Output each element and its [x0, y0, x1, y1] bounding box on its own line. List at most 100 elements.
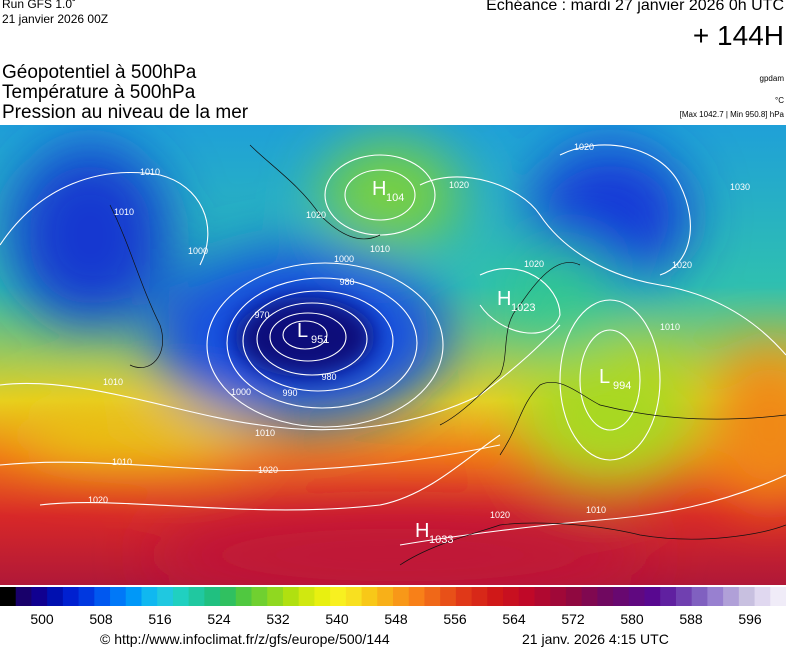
- colorbar-label: 540: [325, 611, 349, 627]
- isobar-label: 1020: [306, 210, 326, 220]
- colorbar-cell: [94, 587, 111, 606]
- center-letter: L: [297, 320, 308, 342]
- colorbar-cell: [691, 587, 708, 606]
- colorbar-cell: [518, 587, 535, 606]
- isobar-label: 1020: [490, 510, 510, 520]
- center-value: 104: [386, 192, 404, 204]
- colorbar-cell: [125, 587, 142, 606]
- colorbar-cell: [267, 587, 284, 606]
- colorbar-cell: [471, 587, 488, 606]
- colorbar-cell: [597, 587, 614, 606]
- colorbar-cell: [393, 587, 410, 606]
- colorbar-cell: [487, 587, 504, 606]
- colorbar-cell: [188, 587, 205, 606]
- colorbar-cell: [738, 587, 756, 606]
- center-letter: H: [372, 178, 386, 200]
- isobar-label: 1000: [334, 254, 354, 264]
- isobars: [0, 144, 786, 546]
- colorbar-cell: [770, 587, 786, 606]
- colorbar-cell: [235, 587, 253, 606]
- run-date: 21 janvier 2026 00Z: [2, 12, 109, 26]
- isobar-label: 1020: [524, 259, 544, 269]
- colorbar-cell: [503, 587, 520, 606]
- colorbar-cell: [31, 587, 48, 606]
- colorbar-label: 548: [384, 611, 408, 627]
- colorbar-cell: [282, 587, 300, 606]
- colorbar-cell: [455, 587, 473, 606]
- unit-label: [Max 1042.7 | Min 950.8] hPa: [679, 110, 784, 119]
- colorbar-label: 564: [502, 611, 526, 627]
- run-label: Run GFS 1.0˚: [2, 0, 77, 11]
- colorbar-cell: [565, 587, 583, 606]
- isobar-label: 1010: [112, 457, 132, 467]
- colorbar-cell: [644, 587, 661, 606]
- colorbar-cell: [408, 587, 425, 606]
- colorbar-cell: [62, 587, 80, 606]
- isobar-label: 1010: [370, 244, 390, 254]
- colorbar-cell: [314, 587, 331, 606]
- center-letter: L: [599, 366, 610, 388]
- colorbar-cell: [172, 587, 190, 606]
- colorbar-cell: [707, 587, 724, 606]
- colorbar-cell: [361, 587, 378, 606]
- colorbar-label: 500: [30, 611, 54, 627]
- unit-label: °C: [775, 96, 784, 105]
- colorbar-cell: [78, 587, 95, 606]
- center-value: 951: [311, 334, 329, 346]
- isobar-label: 1010: [114, 207, 134, 217]
- generated-time: 21 janv. 2026 4:15 UTC: [522, 631, 669, 647]
- colorbar-label: 572: [561, 611, 585, 627]
- isobar-label: 1030: [730, 182, 750, 192]
- colorbar-cell: [157, 587, 174, 606]
- colorbar-cell: [581, 587, 598, 606]
- colorbar-label: 508: [89, 611, 113, 627]
- colorbar-cell: [723, 587, 740, 606]
- isobar-label: 990: [282, 388, 297, 398]
- colorbar-label: 524: [207, 611, 231, 627]
- field-label: Géopotentiel à 500hPa: [2, 62, 197, 83]
- isobar-label: 1020: [88, 495, 108, 505]
- unit-label: gpdam: [759, 74, 784, 83]
- isobar-label: 1020: [574, 142, 594, 152]
- source-link: © http://www.infoclimat.fr/z/gfs/europe/…: [100, 631, 390, 647]
- isobar-label: 1010: [660, 322, 680, 332]
- center-value: 1023: [511, 302, 535, 314]
- colorbar-cell: [377, 587, 394, 606]
- isobar-label: 1020: [672, 260, 692, 270]
- forecast-step: + 144H: [692, 20, 784, 51]
- center-letter: H: [415, 520, 429, 542]
- colorbar-cell: [220, 587, 237, 606]
- valid-time: Echéance : mardi 27 janvier 2026 0h UTC: [486, 0, 784, 14]
- colorbar-cell: [628, 587, 646, 606]
- colorbar-cell: [534, 587, 551, 606]
- colorbar-cell: [15, 587, 32, 606]
- colorbar-cell: [675, 587, 693, 606]
- colorbar-cell: [330, 587, 347, 606]
- colorbar-cell: [345, 587, 363, 606]
- colorbar-label: 588: [679, 611, 703, 627]
- isobar-label: 980: [339, 277, 354, 287]
- colorbar-cell: [251, 587, 268, 606]
- colorbar-cell: [660, 587, 677, 606]
- field-shading: [10, 140, 786, 585]
- isobar-label: 1010: [586, 505, 606, 515]
- coastlines: [109, 144, 786, 566]
- center-value: 1033: [429, 534, 453, 546]
- colorbar-cell: [550, 587, 567, 606]
- field-label: Température à 500hPa: [2, 82, 196, 103]
- isobar-label: 1020: [449, 180, 469, 190]
- center-value: 994: [613, 380, 631, 392]
- colorbar-label: 532: [266, 611, 290, 627]
- colorbar-cell: [754, 587, 771, 606]
- isobar-label: 1000: [231, 387, 251, 397]
- colorbar-cell: [0, 587, 17, 606]
- colorbar-cell: [204, 587, 221, 606]
- colorbar-cell: [613, 587, 630, 606]
- colorbar: 5005085165245325405485565645725805885966…: [0, 587, 786, 627]
- colorbar-label: 596: [738, 611, 762, 627]
- colorbar-cell: [440, 587, 457, 606]
- colorbar-cell: [141, 587, 158, 606]
- colorbar-label: 516: [148, 611, 172, 627]
